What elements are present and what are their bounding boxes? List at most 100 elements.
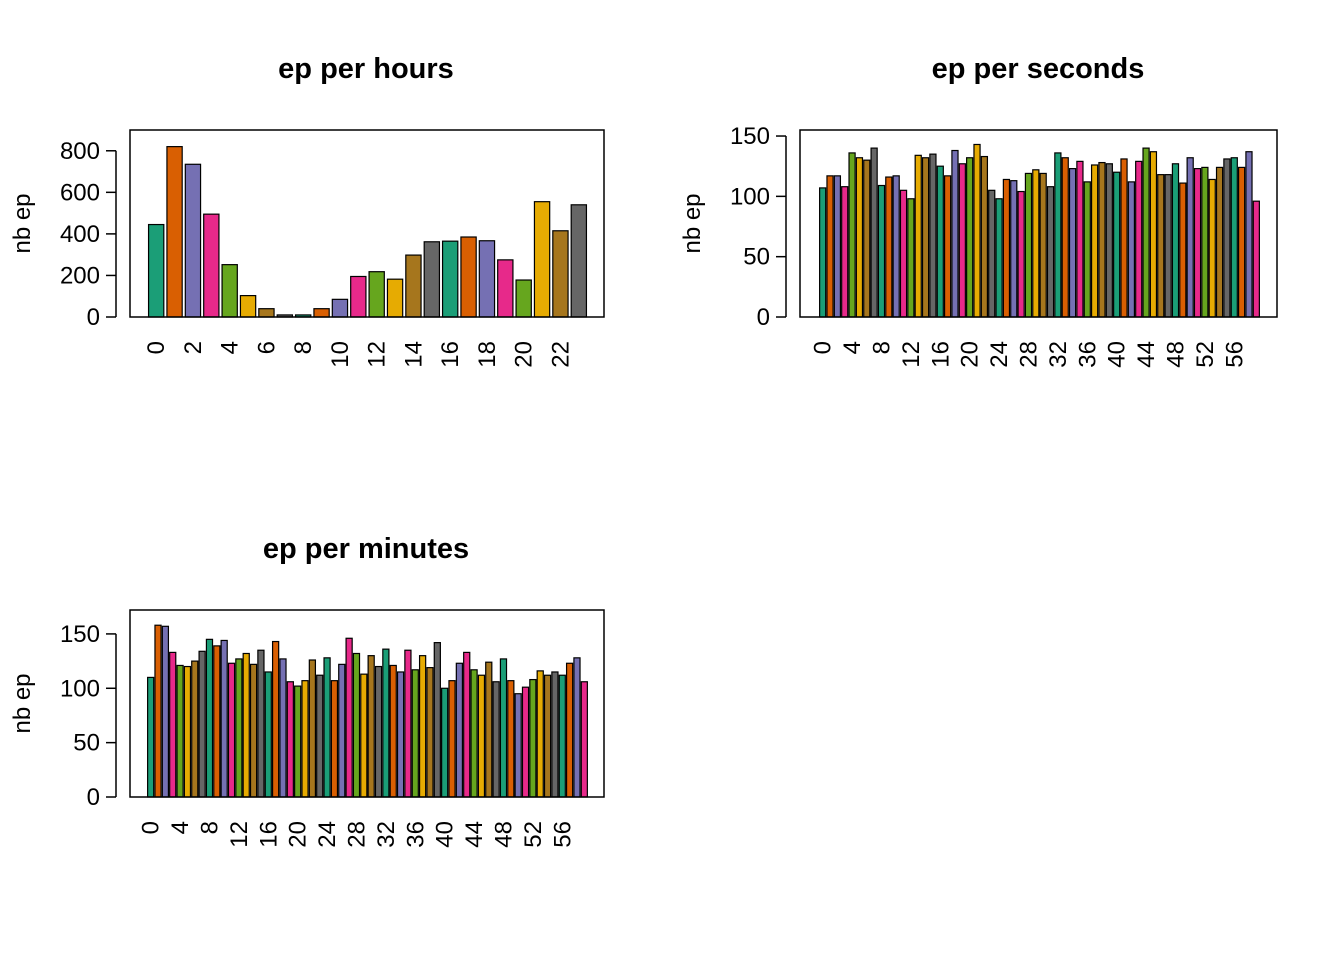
bar: [257, 649, 265, 798]
bar: [441, 687, 449, 798]
x-tick-label: 36: [1074, 341, 1101, 368]
x-tick-label: 40: [432, 821, 459, 848]
bar: [848, 152, 856, 318]
bar: [855, 157, 864, 318]
bar: [885, 176, 893, 318]
bar: [389, 664, 397, 798]
bar: [205, 638, 214, 798]
bar: [833, 175, 842, 318]
bar: [330, 680, 339, 798]
bar: [1017, 190, 1025, 318]
bar: [914, 154, 922, 318]
bar: [405, 254, 422, 318]
x-tick-label: 8: [290, 341, 317, 354]
x-tick-label: 4: [167, 821, 194, 834]
y-tick-label: 0: [87, 784, 100, 811]
x-tick-label: 0: [138, 821, 165, 834]
bar: [308, 659, 317, 798]
bar: [1083, 181, 1091, 318]
bar: [460, 236, 477, 318]
bar: [1010, 180, 1018, 318]
x-tick-label: 48: [1162, 341, 1189, 368]
y-tick-label: 800: [60, 138, 100, 165]
bar: [1208, 178, 1216, 318]
bar: [477, 674, 486, 798]
bar: [1186, 157, 1194, 318]
x-tick-label: 16: [255, 821, 282, 848]
x-axis: 0 4 8 12 16 20 24 28 32 36 40 44 48 52 56: [138, 821, 577, 848]
x-tick-label: 12: [364, 341, 391, 368]
x-tick-label: 48: [490, 821, 517, 848]
bar: [507, 680, 515, 798]
bar: [1164, 174, 1172, 318]
bar: [1046, 186, 1055, 318]
x-tick-label: 28: [1015, 341, 1042, 368]
bar: [1024, 172, 1033, 318]
x-tick-label: 52: [520, 821, 547, 848]
bar: [470, 669, 478, 798]
y-tick-label: 100: [730, 183, 770, 210]
x-tick-label: 12: [226, 821, 253, 848]
x-tick-label: 56: [549, 821, 576, 848]
bar: [426, 667, 434, 798]
bar: [863, 159, 871, 318]
bar: [396, 671, 405, 798]
x-tick-label: 10: [327, 341, 354, 368]
y-tick-label: 50: [743, 244, 770, 271]
bar: [239, 295, 257, 318]
bar: [552, 230, 569, 318]
x-tick-label: 6: [253, 341, 280, 354]
bar: [529, 678, 537, 798]
x-tick-label: 32: [373, 821, 400, 848]
bar: [870, 147, 878, 318]
bar: [1252, 200, 1260, 318]
bar: [1149, 151, 1158, 318]
bar: [841, 186, 849, 318]
bar: [1245, 151, 1253, 318]
bar: [1098, 161, 1106, 318]
bar: [220, 639, 228, 798]
bar: [235, 658, 243, 798]
x-tick-label: 32: [1045, 341, 1072, 368]
bar: [580, 681, 588, 798]
x-tick-label: 12: [898, 341, 925, 368]
bar: [448, 680, 456, 798]
bar: [1113, 171, 1121, 318]
bar: [316, 674, 324, 798]
bar: [1230, 157, 1238, 318]
bar: [455, 662, 464, 798]
x-tick-label: 16: [437, 341, 464, 368]
bar: [147, 676, 155, 798]
bar: [515, 279, 532, 318]
x-axis: 0 2 4 6 8 10 12 14 16 18 20 22: [143, 341, 574, 368]
y-tick-label: 600: [60, 179, 100, 206]
bar: [1076, 160, 1084, 318]
bar: [1120, 158, 1128, 318]
bar: [350, 275, 367, 318]
bar: [227, 662, 236, 798]
bar: [1127, 181, 1136, 318]
bar: [404, 649, 412, 798]
bar: [478, 240, 496, 318]
bar: [819, 187, 827, 318]
x-tick-label: 4: [839, 341, 866, 354]
x-tick-label: 28: [343, 821, 370, 848]
bar: [184, 163, 202, 318]
bar: [411, 669, 419, 798]
bar: [242, 652, 250, 798]
bar: [1201, 166, 1209, 318]
bar: [249, 663, 258, 798]
x-tick-label: 8: [868, 341, 895, 354]
bar: [1039, 172, 1047, 318]
bar: [497, 259, 514, 318]
bar: [951, 149, 959, 318]
x-tick-label: 8: [196, 821, 223, 834]
bar: [1061, 157, 1069, 318]
bar: [382, 648, 390, 798]
x-tick-label: 16: [927, 341, 954, 368]
bar: [558, 674, 566, 798]
bar: [166, 146, 183, 318]
bar: [1223, 158, 1231, 318]
bar: [183, 665, 192, 798]
